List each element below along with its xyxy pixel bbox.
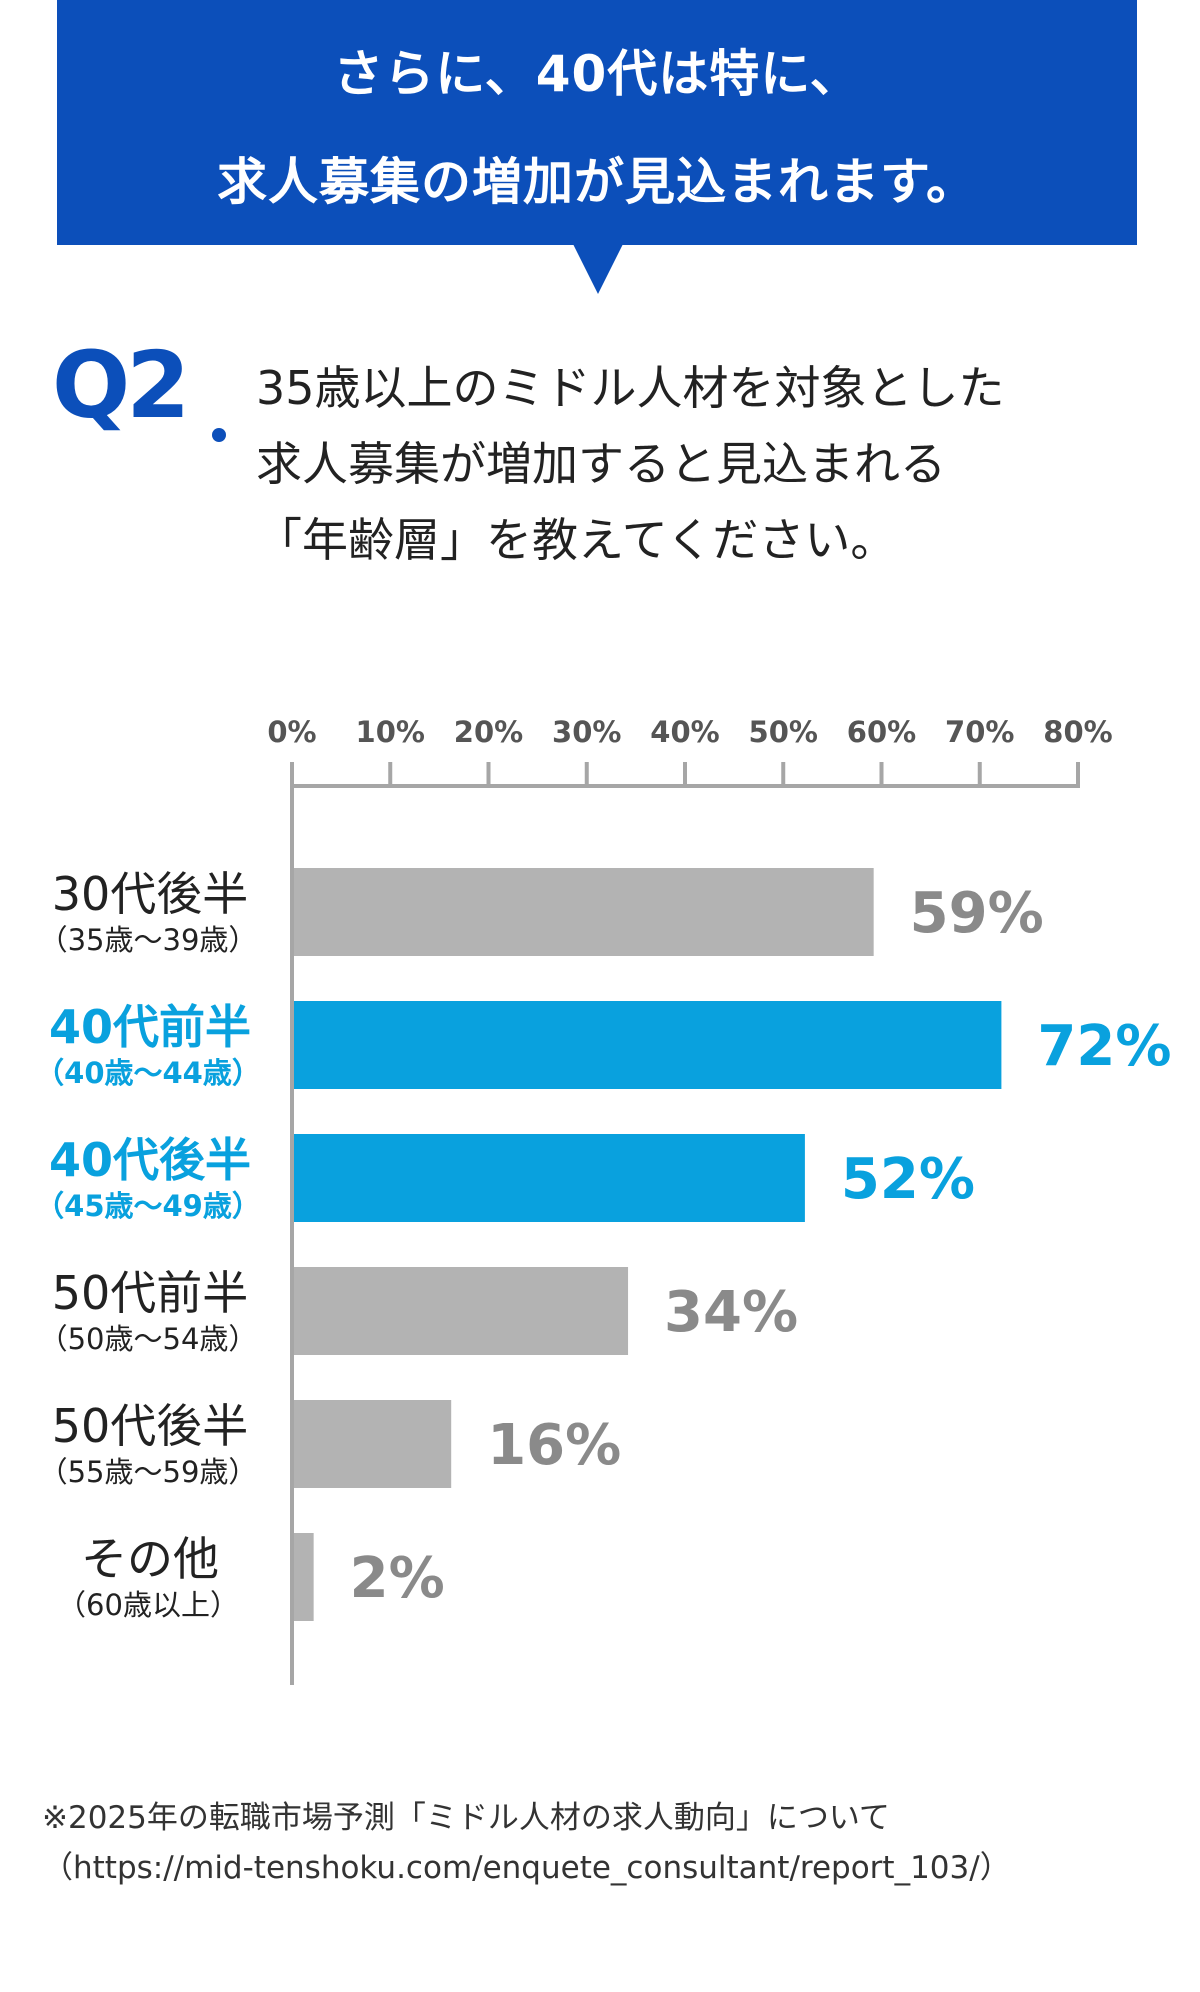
headline-banner: さらに、40代は特に、 求人募集の増加が見込まれます。 (57, 0, 1137, 245)
value-label: 72% (1037, 1014, 1171, 1079)
question-text: 35歳以上のミドル人材を対象とした 求人募集が増加すると見込まれる 「年齢層」を… (256, 350, 1136, 578)
x-tick-label: 70% (945, 715, 1014, 749)
footnote-line-2: （https://mid-tenshoku.com/enquete_consul… (42, 1850, 1011, 1886)
question-line-1: 35歳以上のミドル人材を対象とした (256, 361, 1005, 415)
category-label: 40代後半 (49, 1133, 251, 1187)
bar (294, 868, 874, 956)
category-sublabel: （55歳〜59歳） (39, 1455, 258, 1489)
headline-line-2: 求人募集の増加が見込まれます。 (217, 153, 977, 211)
question-number-dot (212, 428, 226, 442)
x-tick-label: 0% (267, 715, 316, 749)
value-label: 16% (487, 1413, 621, 1478)
headline-line-1: さらに、40代は特に、 (333, 45, 861, 103)
category-label: 40代前半 (49, 1000, 251, 1054)
question-line-3: 「年齢層」を教えてください。 (256, 513, 897, 567)
bar (294, 1533, 314, 1621)
category-label: 30代後半 (52, 867, 249, 921)
question-number: Q2 (52, 332, 190, 439)
x-tick-label: 60% (847, 715, 916, 749)
category-sublabel: （50歳〜54歳） (39, 1322, 258, 1356)
banner-pointer (573, 244, 623, 294)
bar (294, 1400, 452, 1488)
value-label: 52% (841, 1147, 975, 1212)
footnote-line-1: ※2025年の転職市場予測「ミドル人材の求人動向」について (42, 1800, 890, 1836)
age-group-bar-chart: 0% 10% 20% 30% 40% 50% 60% 70% 80% 30代後半（35歳〜39歳）… (35, 715, 1171, 1685)
category-label: その他 (81, 1532, 219, 1586)
x-tick-label: 30% (552, 715, 621, 749)
x-tick-label: 40% (650, 715, 719, 749)
question-line-2: 求人募集が増加すると見込まれる (256, 437, 946, 491)
x-tick-label: 80% (1043, 715, 1112, 749)
category-label: 50代前半 (52, 1266, 249, 1320)
category-sublabel: （40歳〜44歳） (35, 1056, 261, 1090)
x-tick-label: 10% (356, 715, 425, 749)
bar (294, 1134, 805, 1222)
source-footnote: ※2025年の転職市場予測「ミドル人材の求人動向」について （https://m… (42, 1793, 1182, 1893)
category-sublabel: （60歳以上） (57, 1588, 239, 1622)
x-tick-label: 20% (454, 715, 523, 749)
category-sublabel: （35歳〜39歳） (39, 923, 258, 957)
category-label: 50代後半 (52, 1399, 249, 1453)
bar (294, 1001, 1002, 1089)
value-label: 2% (350, 1546, 445, 1611)
value-label: 59% (910, 881, 1044, 946)
x-tick-label: 50% (749, 715, 818, 749)
bar (294, 1267, 629, 1355)
category-sublabel: （45歳〜49歳） (35, 1189, 261, 1223)
value-label: 34% (664, 1280, 798, 1345)
